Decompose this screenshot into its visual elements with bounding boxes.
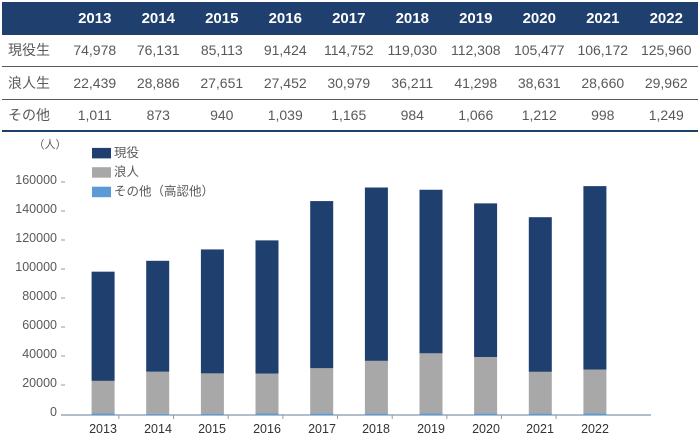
svg-text:浪人: 浪人 (114, 164, 140, 179)
svg-text:2015: 2015 (198, 422, 226, 436)
svg-text:120000: 120000 (15, 231, 57, 245)
svg-text:40000: 40000 (22, 347, 57, 361)
svg-text:2016: 2016 (253, 422, 281, 436)
svg-text:60000: 60000 (22, 318, 57, 332)
svg-text:2014: 2014 (144, 422, 172, 436)
svg-text:2017: 2017 (308, 422, 336, 436)
svg-text:2022: 2022 (581, 422, 609, 436)
svg-text:160000: 160000 (15, 173, 57, 187)
svg-text:2018: 2018 (362, 422, 390, 436)
svg-text:100000: 100000 (15, 260, 57, 274)
svg-text:0: 0 (50, 405, 57, 419)
svg-text:2013: 2013 (89, 422, 117, 436)
svg-text:80000: 80000 (22, 289, 57, 303)
svg-text:現役: 現役 (114, 145, 139, 160)
svg-text:140000: 140000 (15, 202, 57, 216)
svg-text:2021: 2021 (526, 422, 554, 436)
svg-text:20000: 20000 (22, 376, 57, 390)
svg-text:（人）: （人） (34, 138, 67, 151)
svg-text:2019: 2019 (417, 422, 445, 436)
svg-text:その他（高認他）: その他（高認他） (114, 184, 214, 199)
svg-text:2020: 2020 (472, 422, 500, 436)
